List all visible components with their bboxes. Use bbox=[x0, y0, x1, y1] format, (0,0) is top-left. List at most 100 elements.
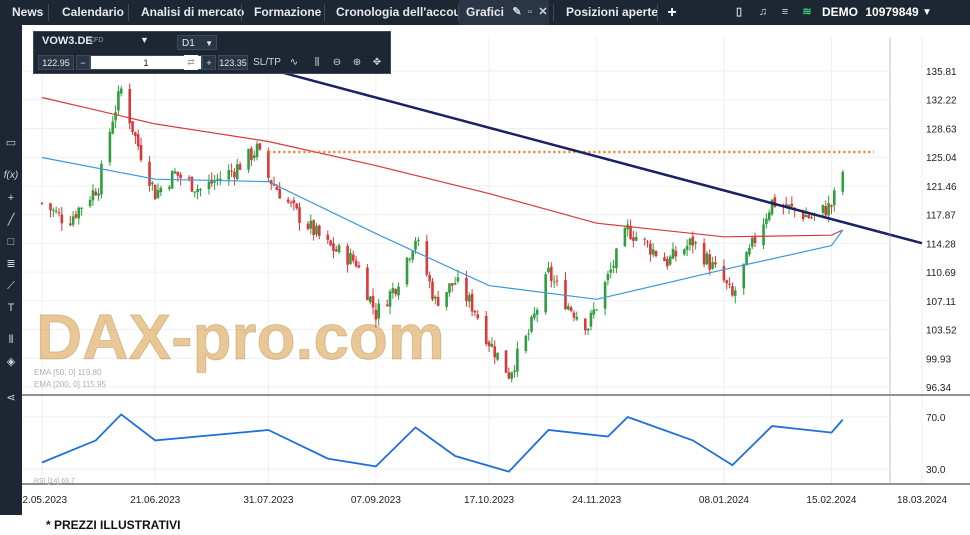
y-tick-label: 99.93 bbox=[926, 354, 951, 365]
candle-body bbox=[49, 203, 52, 211]
tab-cronologia-account[interactable]: Cronologia dell'account bbox=[336, 5, 473, 19]
candle-body bbox=[453, 282, 457, 285]
candle-body bbox=[470, 293, 474, 312]
candle-body bbox=[292, 200, 296, 204]
candle-body bbox=[535, 309, 539, 315]
tab-grafici[interactable]: Grafici bbox=[459, 0, 549, 25]
quantity-decrement-button[interactable]: − bbox=[76, 55, 90, 70]
watermark-text: DAX-pro.com bbox=[36, 301, 445, 373]
symbol-chevron-down-icon[interactable]: ▼ bbox=[140, 35, 149, 45]
candle-body bbox=[349, 252, 352, 265]
tab-divider bbox=[553, 4, 554, 21]
candle-body bbox=[247, 148, 250, 170]
share-icon[interactable]: ⋖ bbox=[6, 392, 16, 404]
x-tick-label: 21.06.2023 bbox=[130, 495, 180, 506]
candle-body bbox=[374, 309, 378, 320]
layers-icon[interactable]: ◈ bbox=[6, 356, 16, 368]
edit-icon[interactable]: ✎ bbox=[512, 6, 522, 18]
candle-body bbox=[683, 249, 686, 255]
tab-formazione[interactable]: Formazione bbox=[254, 5, 322, 19]
quantity-input[interactable]: 1 bbox=[90, 55, 202, 70]
candle-body bbox=[830, 205, 833, 207]
candle-body bbox=[731, 286, 734, 296]
chevron-down-icon[interactable]: ▼ bbox=[922, 7, 932, 18]
candle-body bbox=[94, 191, 98, 196]
candle-body bbox=[606, 273, 610, 281]
candle-body bbox=[801, 211, 805, 220]
function-icon[interactable]: f(x) bbox=[3, 170, 19, 181]
y-tick-label: 117.87 bbox=[926, 211, 956, 222]
candle-body bbox=[694, 242, 697, 244]
candle-body bbox=[725, 280, 729, 284]
maximize-icon[interactable]: ▫ bbox=[528, 6, 532, 18]
indicators-icon[interactable]: ⫴ bbox=[8, 334, 14, 346]
trendline[interactable] bbox=[228, 57, 923, 245]
candle-body bbox=[629, 225, 632, 239]
candle-body bbox=[275, 186, 279, 191]
candle-body bbox=[674, 250, 678, 257]
symbol-label[interactable]: VOW3.DE bbox=[42, 35, 93, 47]
candle-body bbox=[315, 225, 318, 235]
candle-body bbox=[448, 283, 451, 293]
y-tick-label: 135.81 bbox=[926, 67, 957, 78]
swap-icon[interactable]: ⇄ bbox=[184, 55, 198, 70]
settings-sliders-icon[interactable]: ≡ bbox=[781, 6, 789, 18]
candle-body bbox=[450, 283, 454, 286]
candle-body bbox=[496, 352, 499, 360]
candlestick-icon[interactable]: ⫼ bbox=[314, 57, 320, 68]
account-badge[interactable]: DEMO 10979849 bbox=[822, 0, 919, 25]
x-tick-label: 07.09.2023 bbox=[351, 495, 401, 506]
candle-body bbox=[612, 265, 615, 268]
candle-body bbox=[615, 248, 618, 269]
move-crosshair-icon[interactable]: ✥ bbox=[372, 57, 382, 68]
panel-layout-icon[interactable]: ▯ bbox=[735, 6, 743, 18]
sell-price-box[interactable]: 122.95 bbox=[38, 55, 74, 70]
price-chart[interactable]: DAX-pro.com 135.81132.22128.63125.04121.… bbox=[17, 25, 970, 515]
rectangle-icon[interactable]: □ bbox=[7, 236, 15, 248]
plus-icon[interactable]: + bbox=[667, 4, 677, 21]
candle-body bbox=[196, 188, 199, 193]
candle-body bbox=[317, 225, 321, 236]
candle-body bbox=[351, 254, 355, 261]
candle-body bbox=[516, 348, 519, 372]
zoom-out-icon[interactable]: ⊖ bbox=[332, 57, 342, 68]
candle-body bbox=[589, 312, 593, 327]
candle-body bbox=[810, 217, 813, 219]
candle-body bbox=[527, 333, 530, 335]
candle-body bbox=[567, 306, 570, 310]
candle-body bbox=[691, 236, 695, 246]
watermark-group: DAX-pro.com bbox=[36, 301, 446, 374]
tab-calendario[interactable]: Calendario bbox=[62, 5, 125, 19]
pencil-icon[interactable]: ╱ bbox=[7, 214, 15, 226]
candle-body bbox=[80, 207, 83, 209]
timeframe-select[interactable]: D1 ▼ bbox=[177, 35, 217, 50]
chart-area[interactable]: DAX-pro.com 135.81 132.22 128.63 125.04 121.… bbox=[17, 25, 970, 515]
close-icon[interactable]: ✕ bbox=[538, 6, 548, 18]
candle-body bbox=[153, 184, 157, 200]
trend-tool-icon[interactable]: ⟋ bbox=[7, 280, 15, 292]
notification-bell-icon[interactable]: ♫ bbox=[758, 6, 768, 18]
candle-body bbox=[790, 203, 794, 207]
candle-body bbox=[595, 309, 598, 311]
x-tick-label: 17.10.2023 bbox=[464, 495, 514, 506]
zoom-in-icon[interactable]: ⊕ bbox=[352, 57, 362, 68]
tab-analisi-di-mercato[interactable]: Analisi di mercato bbox=[141, 5, 245, 19]
fibonacci-icon[interactable]: ≣ bbox=[6, 258, 16, 270]
candle-body bbox=[312, 220, 315, 235]
candle-body bbox=[332, 243, 335, 251]
crosshair-icon[interactable]: + bbox=[7, 192, 15, 204]
x-tick-label: 08.01.2024 bbox=[699, 495, 749, 506]
candle-body bbox=[368, 296, 372, 303]
account-mode: DEMO bbox=[822, 5, 858, 19]
y-tick-label: 121.46 bbox=[926, 182, 957, 193]
monitor-icon[interactable]: ▭ bbox=[5, 137, 17, 149]
rsi-legend: RSI [14] 69.7 bbox=[34, 478, 75, 485]
line-chart-icon[interactable]: ∿ bbox=[289, 57, 299, 68]
text-tool-icon[interactable]: T bbox=[7, 302, 15, 314]
tab-news[interactable]: News bbox=[12, 5, 44, 19]
quantity-increment-button[interactable]: + bbox=[202, 55, 216, 70]
buy-price-box[interactable]: 123.35 bbox=[218, 55, 248, 70]
candle-body bbox=[388, 291, 392, 307]
sltp-button[interactable]: SL/TP bbox=[253, 57, 281, 68]
tab-posizioni-aperte[interactable]: Posizioni aperte bbox=[566, 5, 659, 19]
